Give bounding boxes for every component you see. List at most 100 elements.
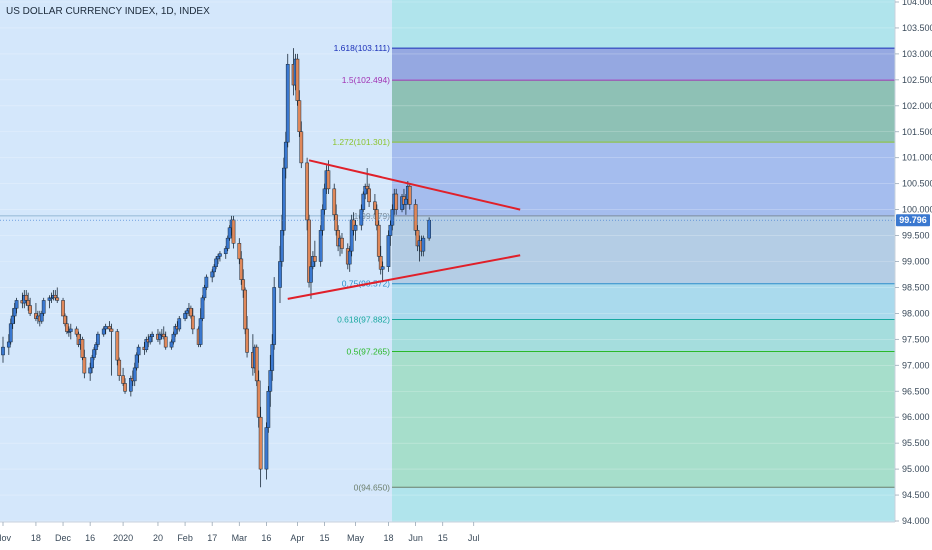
candle[interactable] xyxy=(254,344,259,387)
candle[interactable] xyxy=(68,323,73,340)
candle[interactable] xyxy=(374,204,379,231)
candle[interactable] xyxy=(413,199,418,236)
candle[interactable] xyxy=(163,331,168,350)
y-tick-label: 101.500 xyxy=(902,127,932,137)
candle[interactable] xyxy=(305,157,309,231)
candle[interactable] xyxy=(177,315,182,332)
candle[interactable] xyxy=(82,349,87,379)
candle[interactable] xyxy=(258,406,263,488)
candle[interactable] xyxy=(200,295,205,322)
candle-body xyxy=(299,131,304,164)
candle[interactable] xyxy=(390,204,395,231)
candle[interactable] xyxy=(427,217,431,241)
candle[interactable] xyxy=(264,422,269,480)
candle[interactable] xyxy=(80,336,85,361)
candle-body xyxy=(313,256,317,262)
grid xyxy=(0,1,895,522)
candle[interactable] xyxy=(270,334,275,381)
candle[interactable] xyxy=(295,53,300,106)
candle-body xyxy=(117,359,122,376)
candle-body xyxy=(103,326,108,330)
candle[interactable] xyxy=(55,287,60,304)
candle[interactable] xyxy=(376,219,381,262)
candle[interactable] xyxy=(313,240,317,267)
candle-body xyxy=(404,198,408,205)
candle[interactable] xyxy=(243,287,247,335)
candle[interactable] xyxy=(353,219,358,241)
candle[interactable] xyxy=(190,308,195,335)
candle[interactable] xyxy=(202,284,207,301)
candle-body xyxy=(12,307,17,317)
candle[interactable] xyxy=(326,160,331,195)
candle[interactable] xyxy=(39,310,44,324)
candle[interactable] xyxy=(380,261,385,283)
candle[interactable] xyxy=(332,183,337,220)
candle[interactable] xyxy=(340,232,344,254)
candle[interactable] xyxy=(256,370,261,428)
candle[interactable] xyxy=(266,386,271,433)
candle[interactable] xyxy=(109,323,114,376)
x-tick-label: 17 xyxy=(207,533,217,543)
candle[interactable] xyxy=(8,318,13,345)
candle[interactable] xyxy=(367,183,371,208)
y-tick-label: 97.500 xyxy=(902,334,930,344)
candle-body xyxy=(390,209,395,226)
candle[interactable] xyxy=(278,245,282,304)
candle[interactable] xyxy=(14,297,19,314)
y-tick-label: 96.000 xyxy=(902,412,930,422)
candle[interactable] xyxy=(28,297,32,316)
candle[interactable] xyxy=(96,331,100,348)
candle-body xyxy=(347,250,352,265)
candle[interactable] xyxy=(245,315,249,358)
candle[interactable] xyxy=(1,336,5,363)
candle[interactable] xyxy=(218,251,222,262)
candle[interactable] xyxy=(136,344,141,363)
candle-body xyxy=(210,271,215,278)
triangle-upper-line[interactable] xyxy=(308,159,521,211)
candle[interactable] xyxy=(241,269,246,298)
triangle-pattern xyxy=(287,159,521,300)
candle[interactable] xyxy=(359,204,364,231)
candle[interactable] xyxy=(283,131,288,179)
candle[interactable] xyxy=(103,323,108,335)
candle[interactable] xyxy=(347,245,352,272)
candle-body xyxy=(394,193,399,210)
candle-body xyxy=(272,287,277,345)
candle[interactable] xyxy=(322,183,327,215)
candle[interactable] xyxy=(309,261,313,299)
candle[interactable] xyxy=(115,328,120,366)
candle[interactable] xyxy=(361,191,366,213)
candle[interactable] xyxy=(272,277,277,350)
candle[interactable] xyxy=(386,230,391,272)
candle[interactable] xyxy=(285,53,290,148)
y-tick-label: 99.000 xyxy=(902,257,930,267)
candle-body xyxy=(216,256,220,260)
triangle-lower-line[interactable] xyxy=(287,254,521,300)
candle[interactable] xyxy=(280,214,284,267)
candle[interactable] xyxy=(61,297,65,317)
candle[interactable] xyxy=(394,188,399,215)
candle[interactable] xyxy=(282,157,286,236)
candle-body xyxy=(241,279,246,291)
candle[interactable] xyxy=(204,274,209,291)
candle[interactable] xyxy=(90,354,94,374)
candle[interactable] xyxy=(421,235,426,257)
candle-body xyxy=(148,336,153,343)
candle[interactable] xyxy=(231,215,236,249)
candle[interactable] xyxy=(132,362,137,387)
candle[interactable] xyxy=(41,297,46,316)
candle[interactable] xyxy=(117,357,122,381)
candle[interactable] xyxy=(297,90,302,137)
candle[interactable] xyxy=(123,378,127,394)
candle[interactable] xyxy=(198,308,203,348)
candle[interactable] xyxy=(318,225,323,267)
candle[interactable] xyxy=(150,331,154,342)
candle-body xyxy=(183,313,187,319)
candle[interactable] xyxy=(171,331,176,345)
candle[interactable] xyxy=(225,235,230,252)
candle[interactable] xyxy=(299,121,304,169)
candle[interactable] xyxy=(407,183,412,210)
candle-body xyxy=(61,300,65,317)
